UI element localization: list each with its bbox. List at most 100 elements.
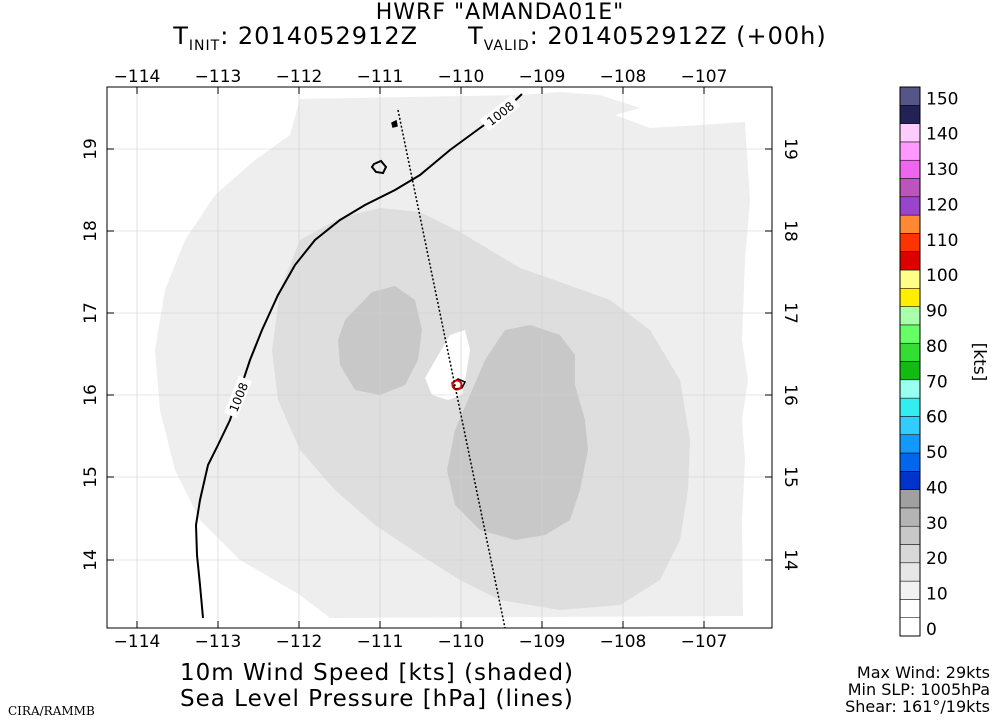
wind-calm-eye <box>425 330 470 400</box>
lon-labels-bottom: −114 −113 −112 −111 −110 −109 −108 −107 <box>114 632 728 652</box>
colorbar-segment <box>899 562 921 582</box>
colorbar-tick-label: 20 <box>926 549 948 569</box>
colorbar-segment <box>899 416 921 435</box>
colorbar-frame <box>899 86 921 637</box>
lon-label-bottom: −108 <box>600 632 647 652</box>
wind-shading <box>155 92 750 618</box>
storm-stats: Max Wind: 29kts Min SLP: 1005hPa Shear: … <box>845 664 990 715</box>
lat-label-left: 18 <box>81 220 101 242</box>
colorbar-tick-label: 100 <box>926 266 958 286</box>
colorbar-segment <box>899 123 921 143</box>
max-wind-value: Max Wind: 29kts <box>856 663 990 682</box>
valid-time-label: TVALID: 2014052912Z (+00h) <box>468 22 827 54</box>
island-contour-1 <box>370 159 388 175</box>
lon-label-top: −108 <box>600 67 647 87</box>
island-contour-2 <box>391 119 398 128</box>
lat-label-right: 18 <box>780 220 800 242</box>
colorbar-tick-label: 110 <box>926 231 958 251</box>
colorbar-segment <box>899 617 921 637</box>
lon-label-bottom: −109 <box>519 632 566 652</box>
lon-label-bottom: −107 <box>681 632 728 652</box>
colorbar-segment <box>899 269 921 289</box>
init-time-label: TINIT: 2014052912Z <box>173 22 419 54</box>
axis-ticks <box>107 87 772 628</box>
contour-legend-text: Sea Level Pressure [hPa] (lines) <box>180 686 574 712</box>
isobar-label-halo-2 <box>224 375 252 419</box>
lat-label-right: 16 <box>780 384 800 406</box>
shear-value: Shear: 161°/19kts <box>845 697 990 716</box>
colorbar-tick-label: 50 <box>926 443 948 463</box>
lon-label-bottom: −110 <box>438 632 485 652</box>
colorbar-segment <box>899 342 921 362</box>
lat-label-left: 17 <box>81 302 101 324</box>
colorbar-tick-label: 130 <box>926 160 958 180</box>
colorbar-tick-label: 140 <box>926 125 958 145</box>
colorbar-segment <box>899 105 921 124</box>
lat-label-right: 14 <box>780 549 800 571</box>
colorbar-segment <box>899 544 921 564</box>
shading-legend-text: 10m Wind Speed [kts] (shaded) <box>180 660 575 686</box>
colorbar-tick-label: 30 <box>926 514 948 534</box>
lon-label-top: −107 <box>681 67 728 87</box>
colorbar-segment <box>899 452 921 472</box>
colorbar-segment <box>899 489 921 509</box>
lat-label-left: 14 <box>81 549 101 571</box>
colorbar-segment <box>899 251 921 271</box>
lat-label-right: 15 <box>780 466 800 488</box>
lon-label-top: −110 <box>438 67 485 87</box>
colorbar-segment <box>899 196 921 216</box>
colorbar-segment <box>899 141 921 161</box>
isobar-label-halo <box>479 95 521 131</box>
lon-label-bottom: −113 <box>195 632 242 652</box>
colorbar-tick-label: 70 <box>926 372 948 392</box>
lon-label-top: −111 <box>357 67 404 87</box>
colorbar-tick-label: 60 <box>926 408 948 428</box>
colorbar-segment <box>899 397 921 417</box>
lat-labels-left: 14 15 16 17 18 19 <box>81 138 101 571</box>
colorbar-segment <box>899 306 921 326</box>
lat-labels-right: 14 15 16 17 18 19 <box>780 138 800 571</box>
colorbar-segment <box>899 178 921 198</box>
lon-label-top: −109 <box>519 67 566 87</box>
lat-label-right: 17 <box>780 302 800 324</box>
colorbar-tick-label: 120 <box>926 195 958 215</box>
lon-label-top: −114 <box>114 67 161 87</box>
colorbar-segment <box>899 471 921 490</box>
colorbar-segment <box>899 361 921 381</box>
colorbar-segment <box>899 507 921 527</box>
colorbar-segment <box>899 599 921 618</box>
lat-label-left: 16 <box>81 384 101 406</box>
colorbar-segment <box>899 434 921 454</box>
lon-label-bottom: −114 <box>114 632 161 652</box>
colorbar-tick-label: 0 <box>926 620 937 640</box>
colorbar-tick-label: 80 <box>926 337 948 357</box>
colorbar-segment <box>899 233 921 252</box>
lon-label-top: −113 <box>195 67 242 87</box>
lon-label-bottom: −112 <box>276 632 323 652</box>
colorbar-segment <box>899 214 921 234</box>
colorbar-segment <box>899 86 921 106</box>
isobar-1008 <box>194 93 523 619</box>
colorbar: 0 10 20 30 40 50 60 70 80 90 100 110 120 130 140 150 <box>899 86 958 640</box>
colorbar-segment <box>899 525 921 545</box>
colorbar-unit-label: [kts] <box>969 343 989 382</box>
colorbar-segment <box>899 288 921 307</box>
lat-label-left: 19 <box>81 138 101 160</box>
graticule <box>107 87 772 628</box>
colorbar-tick-label: 10 <box>926 585 948 605</box>
storm-center-marker <box>451 379 463 391</box>
min-slp-value: Min SLP: 1005hPa <box>847 680 990 699</box>
colorbar-segment <box>899 324 921 344</box>
colorbar-segment <box>899 159 921 179</box>
lat-label-left: 15 <box>81 466 101 488</box>
colorbar-segment <box>899 580 921 600</box>
cross-section-line <box>397 109 506 629</box>
colorbar-tick-label: 40 <box>926 478 948 498</box>
colorbar-segment <box>899 379 921 399</box>
colorbar-tick-label: 150 <box>926 89 958 109</box>
lon-label-top: −112 <box>276 67 323 87</box>
colorbar-tick-label: 90 <box>926 302 948 322</box>
map-title: HWRF "AMANDA01E" <box>375 0 625 25</box>
lat-label-right: 19 <box>780 138 800 160</box>
